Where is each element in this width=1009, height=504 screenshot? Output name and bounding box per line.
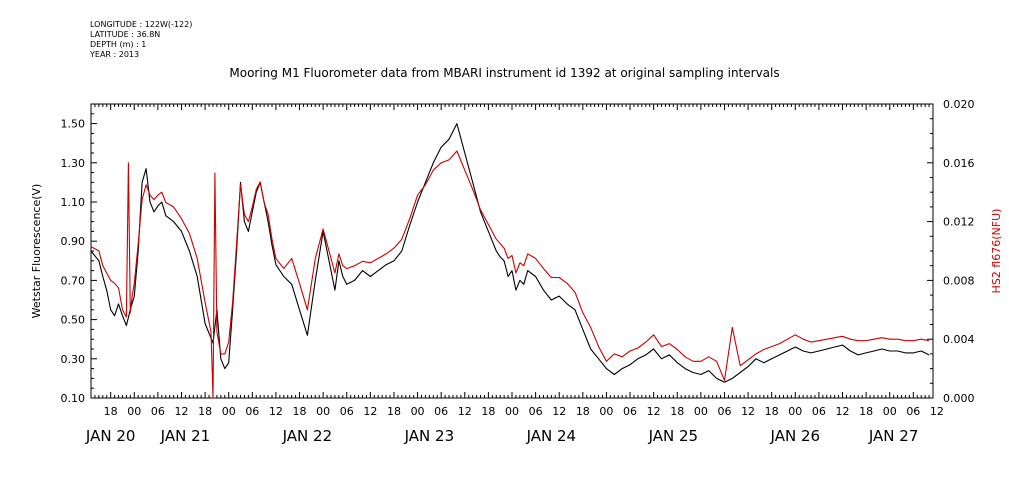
x-tick-labels: 18 00 06 12 18 00 06 12 18 00 06 12 18 00 06 12 18 00 06 12…	[104, 405, 944, 418]
x-day-label: JAN 23	[404, 427, 455, 445]
x-day-labels: JAN 20 JAN 21 JAN 22 JAN 23 JAN 24 JAN 25 JAN …	[85, 427, 918, 445]
x-day-label: JAN 20	[85, 427, 136, 445]
x-hour-label: 00	[222, 405, 236, 418]
y-axis-label: Wetstar Fluorescence(V)	[30, 184, 43, 319]
y2-tick-label: 0.020	[943, 98, 975, 111]
x-hour-label: 00	[599, 405, 613, 418]
y2-tick-label: 0.012	[943, 216, 975, 229]
x-hour-label: 18	[198, 405, 212, 418]
x-hour-label: 12	[741, 405, 755, 418]
chart-title: Mooring M1 Fluorometer data from MBARI i…	[229, 66, 780, 80]
y-tick-label: 1.30	[61, 157, 86, 170]
y-tick-label: 1.10	[61, 196, 86, 209]
series-lines	[90, 123, 930, 399]
x-hour-label: 06	[906, 405, 920, 418]
x-hour-label: 06	[434, 405, 448, 418]
depth-label: DEPTH (m) : 1	[90, 40, 147, 49]
x-hour-label: 06	[623, 405, 637, 418]
x-hour-label: 06	[812, 405, 826, 418]
y2-tick-label: 0.008	[943, 274, 975, 287]
x-hour-label: 12	[174, 405, 188, 418]
x-hour-label: 06	[717, 405, 731, 418]
year-label: YEAR : 2013	[90, 50, 140, 59]
x-day-label: JAN 26	[770, 427, 821, 445]
x-hour-label: 18	[387, 405, 401, 418]
x-hour-label: 00	[411, 405, 425, 418]
y2-tick-label: 0.000	[943, 392, 975, 405]
y2-tick-label: 0.004	[943, 333, 975, 346]
x-hour-label: 00	[316, 405, 330, 418]
x-hour-label: 18	[765, 405, 779, 418]
x-hour-label: 12	[552, 405, 566, 418]
x-day-label: JAN 21	[160, 427, 211, 445]
x-hour-label: 18	[481, 405, 495, 418]
x-hour-label: 12	[836, 405, 850, 418]
longitude-label: LONGITUDE : 122W(-122)	[90, 20, 193, 29]
y-tick-label: 0.50	[61, 314, 86, 327]
x-hour-label: 06	[340, 405, 354, 418]
y-tick-label: 0.30	[61, 353, 86, 366]
y2-tick-label: 0.016	[943, 157, 975, 170]
x-hour-label: 12	[363, 405, 377, 418]
x-day-label: JAN 22	[282, 427, 333, 445]
x-day-label: JAN 24	[526, 427, 577, 445]
x-hour-label: 18	[859, 405, 873, 418]
x-hour-label: 12	[269, 405, 283, 418]
x-day-label: JAN 25	[648, 427, 699, 445]
hs2-fl676-line	[90, 150, 930, 399]
x-hour-label: 18	[293, 405, 307, 418]
y-tick-labels: 0.10 0.30 0.50 0.70 0.90 1.10 1.30 1.50	[61, 118, 86, 405]
x-hour-label: 18	[576, 405, 590, 418]
x-hour-label: 12	[647, 405, 661, 418]
wetstar-fluorescence-line	[90, 123, 930, 383]
x-hour-label: 06	[151, 405, 165, 418]
y2-tick-labels: 0.000 0.004 0.008 0.012 0.016 0.020	[943, 98, 975, 405]
x-hour-label: 00	[505, 405, 519, 418]
x-hour-label: 18	[670, 405, 684, 418]
y-tick-label: 0.90	[61, 235, 86, 248]
y-tick-label: 0.70	[61, 274, 86, 287]
y-tick-label: 0.10	[61, 392, 86, 405]
x-day-label: JAN 27	[868, 427, 919, 445]
x-hour-label: 06	[529, 405, 543, 418]
x-hour-label: 06	[245, 405, 259, 418]
latitude-label: LATITUDE : 36.8N	[90, 30, 161, 39]
x-hour-label: 00	[788, 405, 802, 418]
tick-marks	[90, 103, 934, 399]
plot-frame	[90, 103, 934, 399]
x-hour-label: 00	[694, 405, 708, 418]
y-tick-label: 1.50	[61, 118, 86, 131]
x-hour-label: 18	[104, 405, 118, 418]
x-hour-label: 00	[127, 405, 141, 418]
x-hour-label: 12	[930, 405, 944, 418]
x-hour-label: 00	[883, 405, 897, 418]
y2-axis-label: HS2 fl676(NFU)	[990, 209, 1003, 294]
x-hour-label: 12	[458, 405, 472, 418]
